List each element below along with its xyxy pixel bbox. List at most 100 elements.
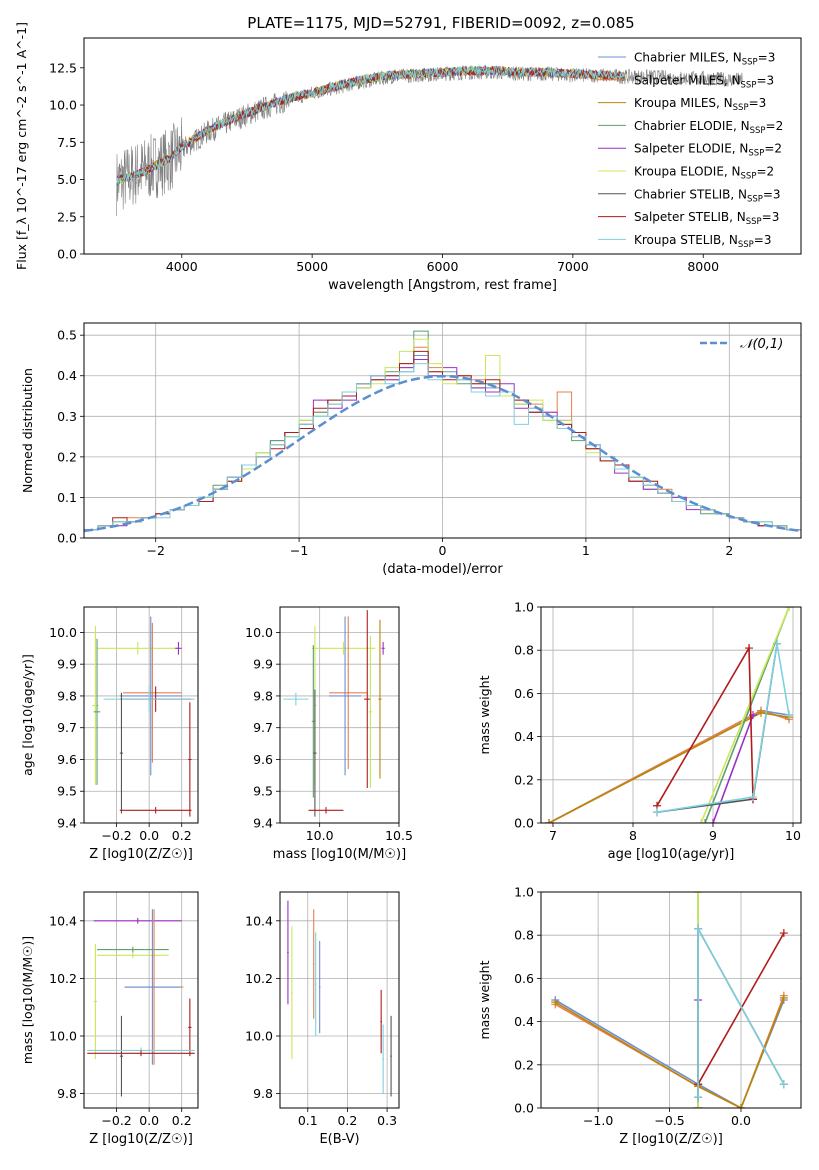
legend-label: Salpeter STELIB, NSSP=3 <box>634 210 779 227</box>
weight-marker <box>785 711 793 719</box>
x-tick-label: 10.5 <box>385 828 413 843</box>
weight-marker <box>749 793 757 802</box>
errorbar-point <box>93 943 98 1060</box>
x-tick-label: 0.2 <box>172 828 192 843</box>
x-tick-label: 8 <box>629 828 637 843</box>
y-tick-label: 0.0 <box>514 1101 534 1116</box>
y-tick-label: 9.4 <box>57 816 77 831</box>
errorbar-point <box>368 635 373 789</box>
errorbar-point <box>119 616 182 776</box>
legend-label: Chabrier ELODIE, NSSP=2 <box>634 119 783 136</box>
x-tick-label: 0.0 <box>139 828 159 843</box>
x-tick-label: 5000 <box>296 259 328 274</box>
errorbar-point <box>119 807 192 814</box>
legend-label: Kroupa ELODIE, NSSP=2 <box>634 165 774 182</box>
weight-marker <box>551 998 560 1007</box>
x-tick-label: −0.2 <box>101 1113 131 1128</box>
panel-weight-vs-age: 7 8 9 10 0.0 0.2 0.4 0.6 0.8 1.0 age [log10(age/yr… <box>477 600 802 862</box>
x-tick-label: 0.0 <box>139 1113 159 1128</box>
plot-area <box>92 616 195 817</box>
y-axis-label: mass [log10(M/M☉)] <box>20 936 35 1064</box>
axes-frame <box>540 606 802 824</box>
y-tick-label: 9.8 <box>253 1086 273 1101</box>
y-tick-label: 9.7 <box>253 720 273 735</box>
legend-label: Chabrier STELIB, NSSP=3 <box>634 187 781 204</box>
y-tick-label: 0.4 <box>514 1014 534 1029</box>
errorbar-point <box>364 610 371 789</box>
y-tick-label: 1.0 <box>514 600 534 615</box>
weight-marker <box>694 1093 703 1102</box>
x-axis-label: age [log10(age/yr)] <box>608 847 735 862</box>
y-axis-label: Normed distribution <box>20 368 35 493</box>
plot-area <box>87 909 195 1097</box>
y-tick-label: 10.4 <box>49 913 77 928</box>
y-tick-label: 10.0 <box>245 625 273 640</box>
y-axis-label: age [log10(age/yr)] <box>20 654 35 776</box>
legend-label: Kroupa STELIB, NSSP=3 <box>634 233 772 250</box>
errorbar-point <box>124 909 181 1065</box>
weight-marker <box>779 993 788 1002</box>
errorbar-point <box>97 946 169 953</box>
x-tick-label: 8000 <box>687 259 719 274</box>
weight-marker <box>773 639 781 648</box>
y-tick-label: 10.4 <box>245 913 273 928</box>
weight-marker <box>779 1080 788 1089</box>
panel-weight-vs-Z: −1.0 −0.5 0.0 0.0 0.2 0.4 0.6 0.8 1.0 Z [log10(Z/… <box>477 885 802 1147</box>
weight-marker <box>737 1104 745 1108</box>
errorbar-point <box>312 909 315 1019</box>
y-tick-label: 10.2 <box>49 971 77 986</box>
errorbar-point <box>283 692 309 706</box>
y-tick-label: 9.8 <box>57 1086 77 1101</box>
x-tick-label: 9 <box>709 828 717 843</box>
x-tick-label: 10 <box>785 828 801 843</box>
plot-area <box>283 610 385 817</box>
y-tick-label: 9.5 <box>57 784 77 799</box>
y-tick-label: 0.1 <box>57 490 77 505</box>
errorbar-point <box>313 689 317 817</box>
errorbar-point <box>87 1050 195 1057</box>
x-axis-label: wavelength [Angstrom, rest frame] <box>328 278 557 293</box>
errorbar-point <box>123 622 182 763</box>
weight-marker <box>745 644 753 653</box>
x-tick-label: 0.0 <box>731 1113 751 1128</box>
y-tick-label: 0.4 <box>514 729 534 744</box>
y-tick-label: 0.6 <box>514 971 534 986</box>
errorbar-point <box>188 702 192 817</box>
x-tick-label: 2 <box>725 543 733 558</box>
errorbar-point <box>119 692 124 814</box>
y-tick-label: 0.6 <box>514 686 534 701</box>
errorbar-point <box>188 998 192 1057</box>
y-tick-label: 5.0 <box>57 172 77 187</box>
y-tick-label: 0.2 <box>514 1057 534 1072</box>
x-tick-label: 6000 <box>427 259 459 274</box>
y-tick-label: 1.0 <box>514 885 534 900</box>
errorbar-point <box>97 641 179 655</box>
weight-line <box>700 607 790 823</box>
x-tick-label: −0.5 <box>654 1113 684 1128</box>
y-tick-label: 0.4 <box>57 368 77 383</box>
panel-spectrum: Chabrier MILES, NSSP=3 Salpeter MILES, NS… <box>14 22 802 293</box>
errorbar-point <box>93 638 101 785</box>
x-tick-label: −2 <box>146 543 164 558</box>
x-tick-label: 0.3 <box>377 1113 397 1128</box>
plot-area <box>84 330 801 538</box>
weight-marker <box>701 819 709 823</box>
y-tick-label: 9.5 <box>253 784 273 799</box>
y-tick-label: 12.5 <box>49 60 77 75</box>
x-tick-label: −1 <box>290 543 308 558</box>
x-axis-label: E(B-V) <box>319 1132 359 1147</box>
errorbar-point <box>308 807 344 814</box>
histogram-step <box>84 363 801 538</box>
legend-label: 𝒩(0,1) <box>740 337 783 352</box>
axes-frame <box>540 891 802 1109</box>
normal-curve <box>84 374 801 533</box>
x-tick-label: 0 <box>439 543 447 558</box>
errorbar-point <box>329 616 361 776</box>
y-axis-label: mass weight <box>477 675 492 754</box>
model-spectrum-line <box>116 65 626 186</box>
x-axis-label: Z [log10(Z/Z☉)] <box>89 847 193 862</box>
y-tick-label: 0.2 <box>514 772 534 787</box>
weight-line <box>697 932 785 1085</box>
x-tick-label: 7000 <box>557 259 589 274</box>
